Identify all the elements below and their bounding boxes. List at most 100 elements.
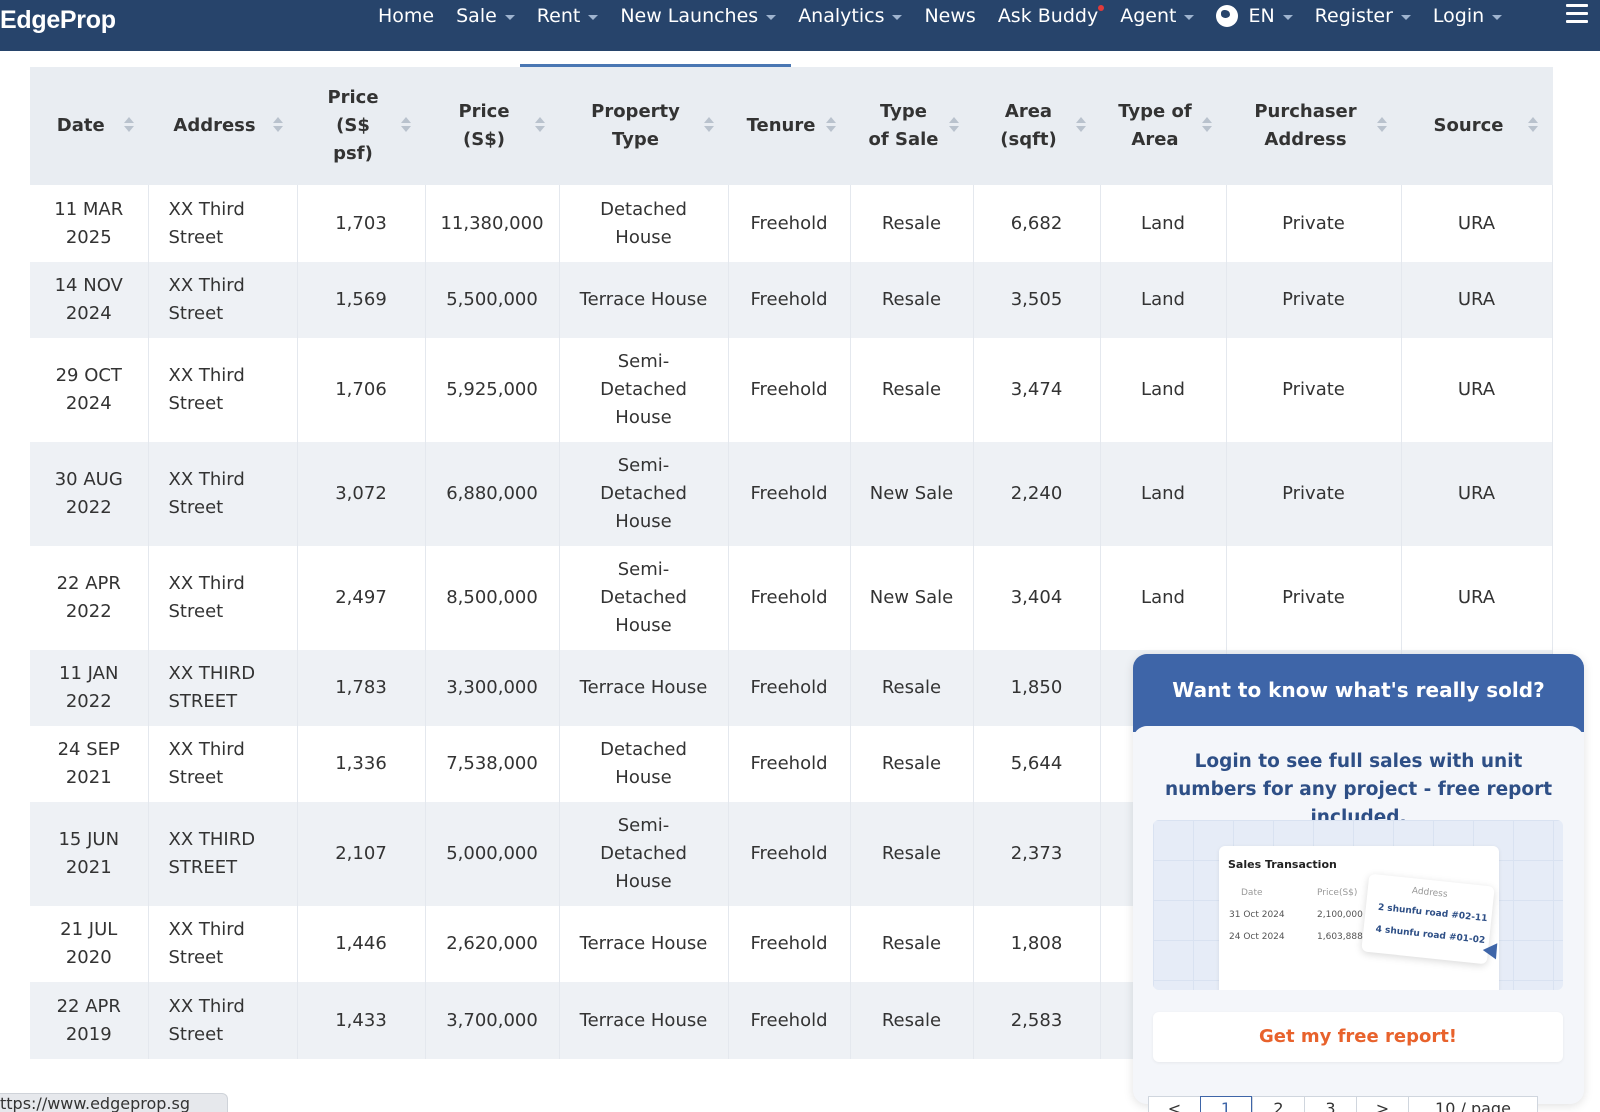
sort-icon[interactable] — [534, 117, 545, 135]
nav-item-label: Login — [1432, 5, 1485, 27]
cell-property-type-line: Detached — [600, 379, 687, 400]
cell-source: URA — [1401, 185, 1553, 262]
cell-tenure: Freehold — [728, 802, 851, 906]
pagination-prev-button[interactable]: < — [1148, 1096, 1200, 1112]
preview-card-title: Sales Transaction — [1228, 858, 1337, 871]
nav-item-analytics[interactable]: Analytics — [798, 5, 903, 27]
cell-price-psf: 1,446 — [297, 906, 426, 982]
get-free-report-button[interactable]: Get my free report! — [1153, 1012, 1563, 1062]
column-header-property-type[interactable]: Property Type — [559, 67, 729, 185]
cell-type-of-area: Land — [1100, 442, 1227, 546]
cell-type-of-area: Land — [1100, 185, 1227, 262]
column-header-label: of Sale — [868, 129, 939, 150]
preview-col-date: Date — [1241, 888, 1263, 898]
pagination-page-2[interactable]: 2 — [1252, 1096, 1304, 1112]
cell-area: 3,404 — [973, 546, 1101, 650]
cell-property-type: Terrace House — [559, 906, 729, 982]
sort-icon[interactable] — [1201, 117, 1212, 135]
cell-date-line: 2020 — [65, 947, 112, 968]
page-size-select[interactable]: 10 / page — [1408, 1096, 1538, 1112]
chevron-down-icon — [1400, 14, 1411, 20]
column-header-label: Address — [173, 115, 256, 136]
cell-address: XX Third Street — [148, 546, 298, 650]
sort-icon[interactable] — [703, 117, 714, 135]
cell-property-type-line: Terrace House — [579, 933, 708, 954]
cell-date-line: 2021 — [65, 767, 112, 788]
nav-item-sale[interactable]: Sale — [456, 5, 515, 27]
column-header-price[interactable]: Price (S$) — [425, 67, 560, 185]
column-header-label: Type — [880, 101, 927, 122]
cell-type-of-sale: Resale — [850, 650, 974, 726]
cell-purchaser-address: Private — [1226, 262, 1402, 338]
cell-tenure: Freehold — [728, 982, 851, 1059]
cell-date-line: 24 SEP — [57, 739, 120, 760]
pagination-next-button[interactable]: > — [1356, 1096, 1408, 1112]
cell-date: 15 JUN 2021 — [30, 802, 149, 906]
chevron-down-icon — [766, 14, 777, 20]
column-header-source[interactable]: Source — [1401, 67, 1553, 185]
column-header-address[interactable]: Address — [148, 67, 298, 185]
cell-property-type: Detached House — [559, 726, 729, 802]
pagination-page-3[interactable]: 3 — [1304, 1096, 1356, 1112]
nav-item-news[interactable]: News — [924, 5, 975, 27]
cell-type-of-area: Land — [1100, 546, 1227, 650]
cell-date-line: 11 MAR — [54, 198, 124, 220]
table-row[interactable]: 29 OCT 2024 XX Third Street 1,706 5,925,000 Se… — [30, 338, 1553, 442]
column-header-type-of-area[interactable]: Type of Area — [1100, 67, 1227, 185]
nav-item-ask-buddy[interactable]: Ask Buddy — [997, 5, 1105, 27]
nav-item-new-launches[interactable]: New Launches — [620, 5, 777, 27]
nav-item-rent[interactable]: Rent — [537, 5, 599, 27]
cell-purchaser-address: Private — [1226, 546, 1402, 650]
sort-icon[interactable] — [123, 117, 134, 135]
cell-address: XX Third Street — [148, 982, 298, 1059]
column-header-purchaser-address[interactable]: Purchaser Address — [1226, 67, 1402, 185]
nav-item-label: Ask Buddy — [997, 5, 1099, 27]
sort-icon[interactable] — [1376, 117, 1387, 135]
pagination-page-1[interactable]: 1 — [1200, 1096, 1252, 1112]
active-tab-indicator — [520, 64, 791, 67]
cell-date-line: 2024 — [65, 303, 112, 324]
cell-property-type-line: Terrace House — [579, 289, 708, 310]
cell-type-of-sale: Resale — [850, 906, 974, 982]
sort-icon[interactable] — [400, 117, 411, 135]
cell-type-of-sale: New Sale — [850, 546, 974, 650]
cell-price: 2,620,000 — [425, 906, 560, 982]
table-row[interactable]: 14 NOV 2024 XX Third Street 1,569 5,500,000 Te… — [30, 262, 1553, 338]
column-header-label: Address — [1264, 129, 1347, 150]
table-row[interactable]: 22 APR 2022 XX Third Street 2,497 8,500,000 Se… — [30, 546, 1553, 650]
nav-item-label: Rent — [536, 5, 581, 27]
sort-icon[interactable] — [825, 117, 836, 135]
nav-item-home[interactable]: Home — [378, 5, 434, 27]
column-header-type-of-sale[interactable]: Type of Sale — [850, 67, 974, 185]
sort-icon[interactable] — [1075, 117, 1086, 135]
column-header-price-psf[interactable]: Price (S$ psf) — [297, 67, 426, 185]
nav-item-en[interactable]: EN — [1216, 5, 1293, 27]
table-row[interactable]: 30 AUG 2022 XX Third Street 3,072 6,880,000 Se… — [30, 442, 1553, 546]
cell-property-type-line: Semi- — [617, 815, 670, 836]
cell-property-type-line: House — [615, 407, 672, 428]
column-header-label: Date — [56, 115, 105, 136]
column-header-tenure[interactable]: Tenure — [728, 67, 851, 185]
cell-address: XX THIRD STREET — [148, 650, 298, 726]
hamburger-menu-icon[interactable] — [1566, 4, 1588, 28]
nav-item-login[interactable]: Login — [1432, 5, 1503, 27]
cell-property-type: Semi- Detached House — [559, 802, 729, 906]
column-header-label: Area — [1004, 101, 1053, 122]
cell-address-line: Street — [168, 303, 224, 324]
preview-row-address: 2 shunfu road #02-11 — [1377, 902, 1488, 925]
nav-item-register[interactable]: Register — [1315, 5, 1411, 27]
column-header-area[interactable]: Area (sqft) — [973, 67, 1101, 185]
cell-type-of-sale: Resale — [850, 185, 974, 262]
cell-address-line: Street — [168, 393, 224, 414]
column-header-date[interactable]: Date — [30, 67, 149, 185]
edgeprop-logo[interactable]: EdgeProp — [0, 6, 116, 34]
nav-item-agent[interactable]: Agent — [1120, 5, 1195, 27]
cell-tenure: Freehold — [728, 650, 851, 726]
sort-icon[interactable] — [1527, 117, 1538, 135]
cell-address: XX Third Street — [148, 906, 298, 982]
cell-address-line: XX THIRD — [168, 663, 256, 684]
table-row[interactable]: 11 MAR 2025 XX Third Street 1,703 11,380,000 D… — [30, 185, 1553, 262]
sort-icon[interactable] — [948, 117, 959, 135]
sort-icon[interactable] — [272, 117, 283, 135]
preview-row-date: 31 Oct 2024 — [1229, 910, 1285, 920]
